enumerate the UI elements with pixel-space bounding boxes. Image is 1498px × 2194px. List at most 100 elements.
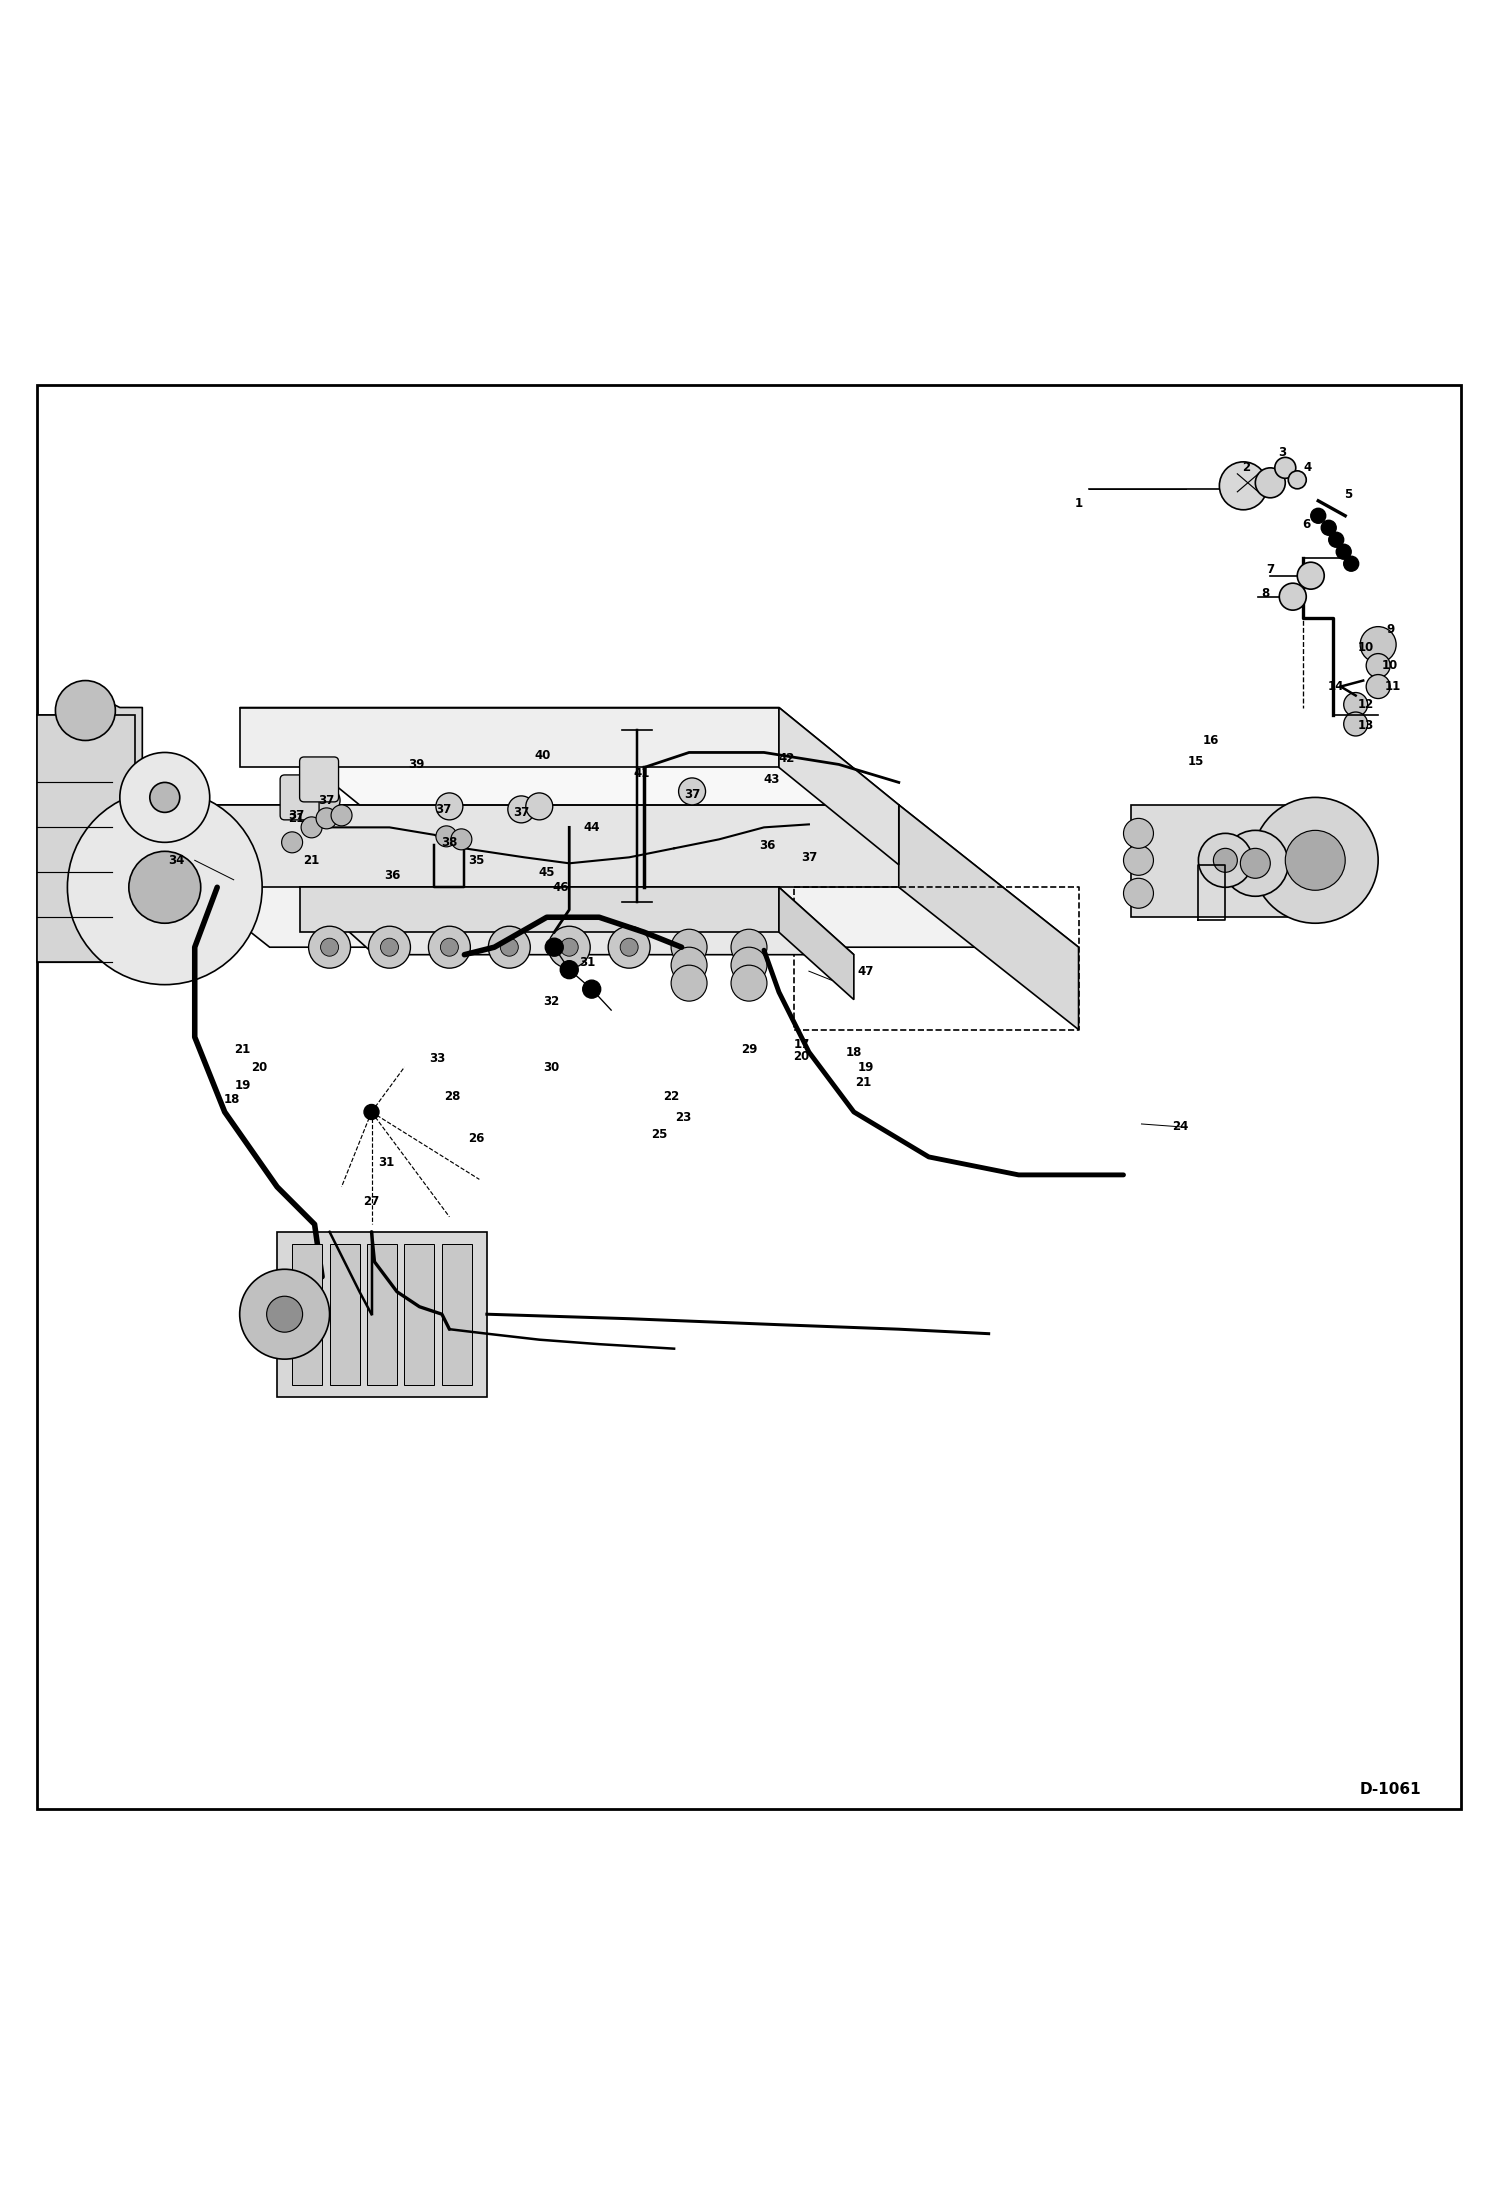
- Text: 21: 21: [235, 1042, 250, 1055]
- Circle shape: [1297, 562, 1324, 590]
- Circle shape: [1288, 472, 1306, 489]
- Circle shape: [679, 779, 706, 805]
- Circle shape: [671, 948, 707, 983]
- Circle shape: [301, 816, 322, 838]
- Text: 8: 8: [1261, 588, 1270, 601]
- Text: 27: 27: [364, 1196, 379, 1209]
- Polygon shape: [240, 706, 779, 768]
- Polygon shape: [90, 805, 1079, 948]
- Text: 10: 10: [1359, 641, 1374, 654]
- Circle shape: [1321, 520, 1336, 535]
- Circle shape: [309, 926, 351, 968]
- Circle shape: [313, 788, 340, 814]
- Circle shape: [1311, 509, 1326, 522]
- Circle shape: [545, 939, 563, 957]
- Polygon shape: [37, 693, 142, 963]
- Circle shape: [1124, 878, 1153, 908]
- Circle shape: [1285, 829, 1345, 891]
- Polygon shape: [240, 706, 899, 805]
- Text: 47: 47: [858, 965, 873, 979]
- Text: 29: 29: [742, 1042, 756, 1055]
- Circle shape: [440, 939, 458, 957]
- Text: 46: 46: [551, 880, 569, 893]
- Text: 39: 39: [409, 757, 424, 770]
- Bar: [442, 1244, 472, 1384]
- Text: 37: 37: [685, 788, 700, 801]
- Circle shape: [1344, 557, 1359, 570]
- Bar: [367, 1244, 397, 1384]
- Circle shape: [129, 851, 201, 924]
- Circle shape: [488, 926, 530, 968]
- Text: 36: 36: [385, 869, 400, 882]
- Circle shape: [671, 930, 707, 965]
- Circle shape: [1124, 818, 1153, 849]
- Text: 32: 32: [544, 994, 559, 1007]
- Text: 14: 14: [1329, 680, 1344, 693]
- Text: 5: 5: [1344, 489, 1353, 500]
- Circle shape: [548, 926, 590, 968]
- Bar: [292, 1244, 322, 1384]
- Text: 18: 18: [225, 1093, 240, 1106]
- Text: 37: 37: [289, 810, 304, 823]
- Circle shape: [1254, 803, 1368, 917]
- Circle shape: [1222, 829, 1288, 897]
- Text: 3: 3: [1278, 445, 1287, 459]
- Text: 40: 40: [535, 748, 550, 761]
- FancyBboxPatch shape: [280, 774, 319, 821]
- Circle shape: [316, 807, 337, 829]
- Circle shape: [1219, 463, 1267, 509]
- Text: 21: 21: [289, 812, 304, 825]
- Circle shape: [1198, 834, 1252, 886]
- Text: 21: 21: [304, 853, 319, 867]
- Circle shape: [150, 783, 180, 812]
- Text: 43: 43: [764, 772, 779, 785]
- Circle shape: [364, 1104, 379, 1119]
- Text: 37: 37: [319, 794, 334, 807]
- Text: 18: 18: [846, 1047, 861, 1058]
- Text: 37: 37: [801, 851, 816, 864]
- Text: 22: 22: [664, 1090, 679, 1104]
- Text: 26: 26: [469, 1132, 484, 1145]
- Text: 41: 41: [634, 768, 649, 779]
- Circle shape: [436, 792, 463, 821]
- Text: 24: 24: [1173, 1121, 1188, 1134]
- Circle shape: [67, 790, 262, 985]
- Circle shape: [500, 939, 518, 957]
- Bar: [330, 1244, 360, 1384]
- Circle shape: [1329, 533, 1344, 546]
- Circle shape: [1213, 849, 1237, 873]
- Text: 34: 34: [169, 853, 184, 867]
- Text: 4: 4: [1303, 461, 1312, 474]
- Circle shape: [583, 981, 601, 998]
- Circle shape: [560, 939, 578, 957]
- Circle shape: [1366, 674, 1390, 698]
- Circle shape: [321, 939, 339, 957]
- Polygon shape: [300, 886, 854, 954]
- Text: 23: 23: [676, 1112, 691, 1126]
- Text: 15: 15: [1188, 755, 1203, 768]
- Text: 44: 44: [583, 821, 601, 834]
- Circle shape: [1275, 456, 1296, 478]
- Circle shape: [608, 926, 650, 968]
- Circle shape: [560, 961, 578, 979]
- Text: 42: 42: [779, 753, 794, 766]
- Text: 7: 7: [1266, 564, 1275, 577]
- Bar: [37, 715, 135, 963]
- Text: 13: 13: [1359, 720, 1374, 733]
- Circle shape: [282, 832, 303, 853]
- Bar: [404, 1244, 434, 1384]
- Circle shape: [1282, 832, 1339, 889]
- Text: 17: 17: [794, 1038, 809, 1051]
- Circle shape: [55, 680, 115, 742]
- Polygon shape: [779, 706, 899, 864]
- Circle shape: [380, 939, 398, 957]
- Text: 38: 38: [442, 836, 457, 849]
- Text: 31: 31: [580, 957, 595, 970]
- Text: 35: 35: [469, 853, 484, 867]
- Text: 21: 21: [855, 1075, 870, 1088]
- Text: 9: 9: [1386, 623, 1395, 636]
- Circle shape: [1344, 713, 1368, 735]
- Text: 11: 11: [1386, 680, 1401, 693]
- Circle shape: [436, 825, 457, 847]
- Circle shape: [731, 930, 767, 965]
